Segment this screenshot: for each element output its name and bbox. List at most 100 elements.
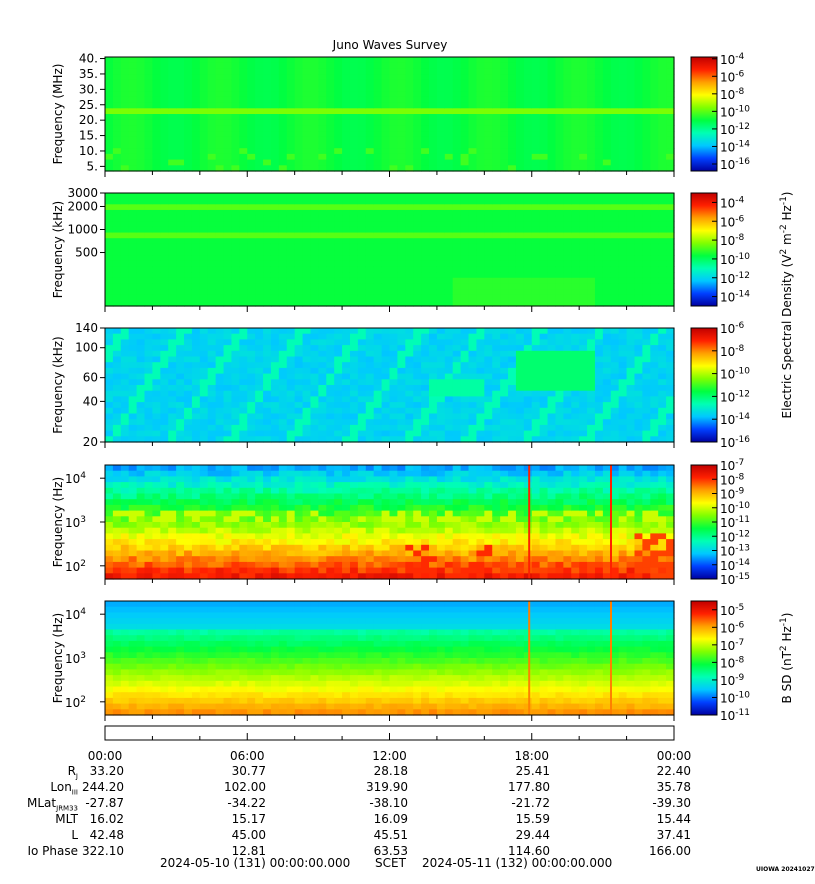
ytick-label: 20: [83, 435, 98, 449]
colorbar-tick-label: 10-4: [720, 195, 745, 210]
ephemeris-value: 15.59: [516, 812, 550, 826]
colorbar-tick-label: 10-14: [720, 290, 750, 305]
colorbar-tick-label: 10-10: [720, 501, 750, 516]
colorbar-tick-label: 10-10: [720, 690, 750, 705]
ephemeris-label: L: [71, 828, 78, 842]
colorbar-tick-label: 10-13: [720, 544, 750, 559]
ephemeris-label: RJ: [68, 764, 78, 780]
panel-1: 5.10.15.20.25.30.35.40.Frequency (MHz)10…: [51, 52, 750, 177]
colorbar-tick-label: 10-12: [720, 389, 750, 404]
ytick-label: 40.: [79, 52, 98, 66]
spectrogram-1: [105, 57, 675, 172]
ephemeris-value: 45.51: [374, 828, 408, 842]
colorbar-tick-label: 10-16: [720, 435, 750, 450]
ytick-label: 103: [65, 515, 86, 530]
y-axis-label: Frequency (kHz): [51, 201, 65, 298]
ephemeris-label: Io Phase: [27, 844, 78, 858]
ytick-label: 1000: [67, 222, 98, 236]
ephemeris-value: 15.44: [657, 812, 691, 826]
colorbar-tick-label: 10-14: [720, 412, 750, 427]
colorbar-tick-label: 10-6: [720, 214, 745, 229]
xtick-label: 00:00: [88, 749, 123, 763]
colorbar-tick-label: 10-12: [720, 122, 750, 137]
ytick-label: 30.: [79, 82, 98, 96]
ephemeris-value: 28.18: [374, 764, 408, 778]
colorbar-tick-label: 10-6: [720, 321, 745, 336]
ytick-label: 100: [75, 341, 98, 355]
ytick-label: 40: [83, 394, 98, 408]
ytick-label: 140: [75, 321, 98, 335]
ytick-label: 5.: [87, 159, 98, 173]
spectrogram-panels: 5.10.15.20.25.30.35.40.Frequency (MHz)10…: [51, 52, 750, 723]
ephemeris-value: 35.78: [657, 780, 691, 794]
colorbar-tick-label: 10-8: [720, 344, 745, 359]
colorbar-tick-label: 10-12: [720, 271, 750, 286]
ytick-label: 15.: [79, 129, 98, 143]
colorbar-tick-label: 10-10: [720, 367, 750, 382]
ytick-label: 3000: [67, 186, 98, 200]
ytick-label: 103: [65, 651, 86, 666]
y-axis-label: Frequency (Hz): [51, 477, 65, 568]
colorbar-tick-label: 10-11: [720, 515, 750, 530]
ephemeris-value: 244.20: [82, 780, 124, 794]
ephemeris-value: 16.02: [90, 812, 124, 826]
colorbar-tick-label: 10-9: [720, 487, 745, 502]
colorbar-tick-label: 10-16: [720, 157, 750, 172]
ephemeris-value: 25.41: [516, 764, 550, 778]
colorbar-tick-label: 10-8: [720, 655, 745, 670]
ytick-label: 102: [65, 695, 86, 710]
footer-stamp: UIOWA 20241027: [756, 866, 815, 873]
ytick-label: 35.: [79, 67, 98, 81]
ephemeris-value: 45.00: [232, 828, 266, 842]
colorbar-tick-label: 10-4: [720, 52, 745, 67]
ytick-label: 25.: [79, 98, 98, 112]
y-axis-label: Frequency (MHz): [51, 64, 65, 165]
colorbar-tick-label: 10-6: [720, 620, 745, 635]
xtick-label: 12:00: [372, 749, 407, 763]
ephemeris-value: -21.72: [511, 796, 550, 810]
footer-axis-label: SCET: [375, 856, 406, 870]
spectrogram-4: [105, 465, 675, 580]
ephemeris-value: 30.77: [232, 764, 266, 778]
ephemeris-value: 166.00: [649, 844, 691, 858]
spectrogram-2: [105, 193, 675, 307]
colorbar-tick-label: 10-9: [720, 673, 745, 688]
colorbar-3: 10-6 10-8 10-10 10-12 10-14 10-16: [691, 321, 750, 450]
spectrogram-3: [105, 328, 675, 443]
ephemeris-label: MLT: [55, 812, 78, 826]
y-axis-label: Frequency (kHz): [51, 336, 65, 433]
footer-start-time: 2024-05-10 (131) 00:00:00.000: [160, 856, 350, 870]
colorbar-tick-label: 10-6: [720, 69, 745, 84]
colorbar-tick-label: 10-10: [720, 252, 750, 267]
ephemeris-value: -38.10: [369, 796, 408, 810]
colorbar-tick-label: 10-15: [720, 572, 750, 587]
ephemeris-label: MLatJRM33: [27, 796, 78, 812]
ephemeris-value: 33.20: [90, 764, 124, 778]
xtick-label: 00:00: [657, 749, 692, 763]
ephemeris-value: 42.48: [90, 828, 124, 842]
ephemeris-value: -39.30: [652, 796, 691, 810]
colorbar-tick-label: 10-14: [720, 139, 750, 154]
colorbar-tick-label: 10-14: [720, 558, 750, 573]
ytick-label: 102: [65, 559, 86, 574]
chart-title: Juno Waves Survey: [332, 38, 448, 52]
ephemeris-value: 22.40: [657, 764, 691, 778]
spectrogram-5: [105, 601, 675, 716]
ephemeris-value: 37.41: [657, 828, 691, 842]
shared-colorbar-label: Electric Spectral Density (V2 m-2 Hz-1): [779, 191, 794, 418]
ephemeris-value: 102.00: [224, 780, 266, 794]
colorbar-4: 10-710-810-910-1010-1110-1210-1310-1410-…: [691, 458, 750, 587]
colorbar-tick-label: 10-11: [720, 708, 750, 723]
ytick-label: 20.: [79, 113, 98, 127]
ytick-label: 104: [65, 607, 86, 622]
ytick-label: 104: [65, 471, 86, 486]
colorbar-tick-label: 10-7: [720, 458, 744, 473]
ephemeris-value: 29.44: [516, 828, 550, 842]
